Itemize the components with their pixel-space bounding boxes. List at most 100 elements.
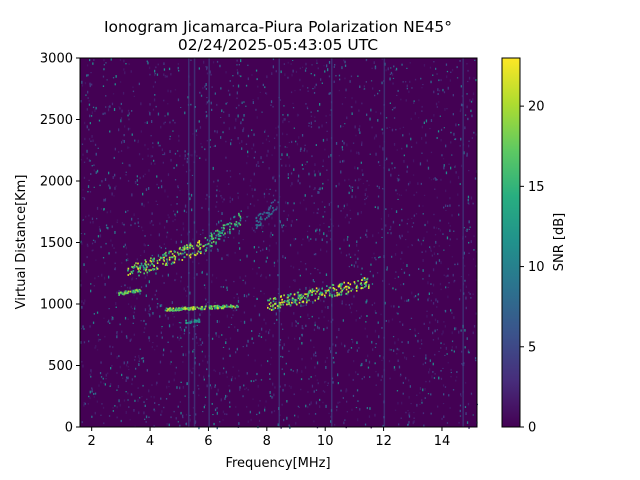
noise-cell <box>223 239 225 242</box>
echo-cell <box>204 244 207 246</box>
noise-cell <box>355 407 358 409</box>
noise-cell <box>398 305 400 308</box>
noise-cell <box>136 179 138 182</box>
noise-cell <box>420 182 422 185</box>
noise-cell <box>178 134 180 138</box>
noise-cell <box>84 402 86 405</box>
noise-cell <box>388 283 390 285</box>
noise-cell <box>202 232 204 234</box>
noise-cell <box>103 317 105 319</box>
noise-cell <box>418 99 420 102</box>
noise-cell <box>308 238 310 242</box>
noise-cell <box>414 328 416 331</box>
noise-cell <box>237 329 239 332</box>
noise-cell <box>80 341 82 344</box>
noise-cell <box>182 227 185 231</box>
noise-cell <box>436 137 438 139</box>
noise-cell <box>237 84 240 88</box>
echo-cell <box>234 224 236 227</box>
noise-cell <box>129 127 131 130</box>
noise-cell <box>187 232 189 236</box>
noise-cell <box>290 368 292 371</box>
noise-cell <box>432 362 434 366</box>
noise-cell <box>222 419 224 421</box>
colorbar-tick-label: 0 <box>528 421 536 436</box>
noise-cell <box>150 154 152 158</box>
noise-cell <box>413 214 415 217</box>
noise-cell <box>96 400 98 403</box>
noise-cell <box>419 347 421 350</box>
noise-cell <box>179 190 181 192</box>
noise-cell <box>431 375 433 379</box>
echo-cell <box>280 296 282 298</box>
noise-cell <box>374 329 377 333</box>
noise-cell <box>103 64 105 66</box>
noise-cell <box>115 75 117 78</box>
noise-cell <box>393 305 395 308</box>
noise-cell <box>428 274 430 277</box>
noise-cell <box>381 58 383 60</box>
noise-cell <box>299 274 301 277</box>
noise-cell <box>163 243 165 245</box>
noise-cell <box>407 218 409 220</box>
noise-cell <box>318 287 320 291</box>
noise-cell <box>111 102 114 106</box>
noise-cell <box>86 74 88 77</box>
noise-cell <box>378 90 381 92</box>
noise-cell <box>96 311 99 314</box>
noise-cell <box>138 357 141 360</box>
noise-cell <box>294 90 296 92</box>
noise-cell <box>180 234 183 236</box>
noise-cell <box>229 93 231 96</box>
noise-cell <box>332 356 334 359</box>
noise-cell <box>100 414 102 416</box>
noise-cell <box>225 102 227 105</box>
noise-cell <box>165 398 168 400</box>
noise-cell <box>269 363 272 365</box>
noise-cell <box>202 359 204 362</box>
echo-cell <box>261 218 263 221</box>
noise-cell <box>182 386 184 389</box>
noise-cell <box>305 303 307 306</box>
echo-cell <box>130 271 133 273</box>
noise-cell <box>81 421 83 424</box>
echo-cell <box>178 247 181 250</box>
noise-cell <box>402 381 404 384</box>
noise-cell <box>112 176 114 179</box>
noise-cell <box>282 328 284 330</box>
noise-cell <box>93 186 95 188</box>
noise-cell <box>454 138 457 141</box>
noise-cell <box>124 231 126 234</box>
echo-cell <box>239 215 242 218</box>
noise-cell <box>348 253 350 256</box>
noise-cell <box>436 196 438 199</box>
echo-cell <box>189 246 191 249</box>
noise-cell <box>151 155 153 158</box>
echo-cell <box>232 305 235 308</box>
noise-cell <box>470 240 472 243</box>
noise-cell <box>472 331 474 335</box>
noise-cell <box>198 388 200 390</box>
noise-cell <box>406 67 408 69</box>
noise-cell <box>318 126 320 129</box>
noise-cell <box>103 59 105 62</box>
noise-cell <box>466 337 468 340</box>
noise-cell <box>235 304 237 308</box>
noise-cell <box>446 108 448 110</box>
noise-cell <box>138 363 140 366</box>
echo-cell <box>340 293 343 296</box>
noise-cell <box>124 243 126 247</box>
echo-cell <box>196 252 199 255</box>
noise-cell <box>251 227 253 230</box>
echo-cell <box>172 307 175 310</box>
noise-cell <box>172 323 174 326</box>
noise-cell <box>142 229 144 232</box>
noise-cell <box>112 410 114 412</box>
noise-cell <box>211 273 214 277</box>
noise-cell <box>80 100 82 103</box>
noise-cell <box>255 379 257 381</box>
noise-cell <box>116 332 118 335</box>
noise-cell <box>128 112 130 116</box>
noise-cell <box>361 267 363 270</box>
noise-cell <box>229 405 231 408</box>
